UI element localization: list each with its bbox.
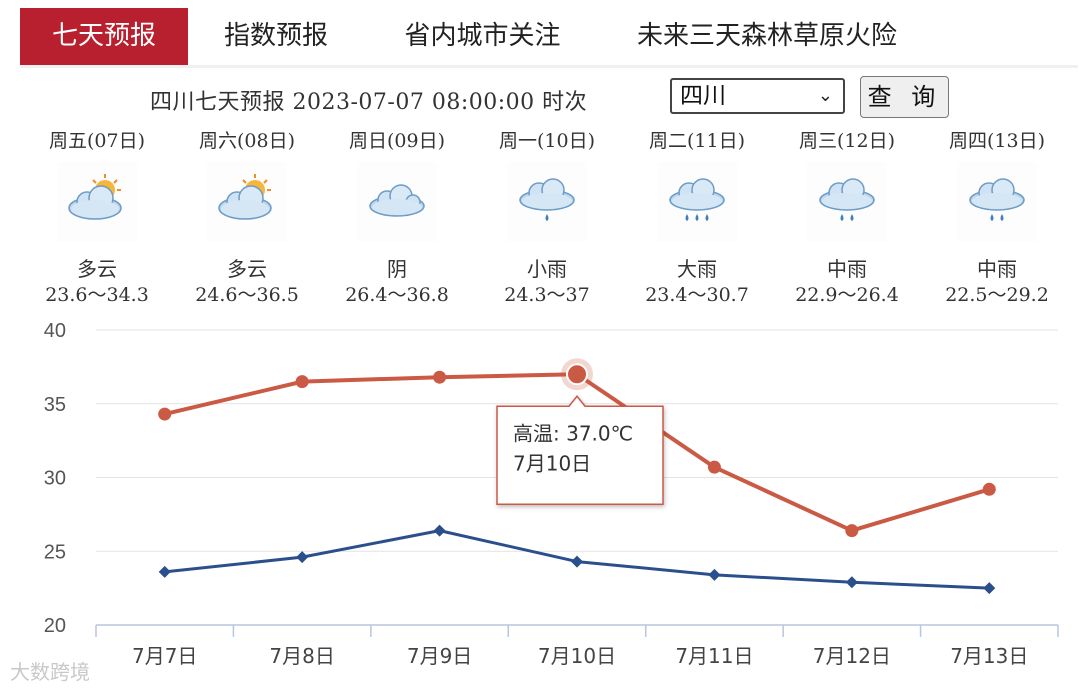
data-point — [708, 568, 721, 581]
day-temp-range: 23.4～30.7 — [645, 284, 749, 306]
tooltip-value: 高温: 37.0℃ — [513, 421, 633, 445]
forecast-heading: 四川七天预报 2023-07-07 08:00:00 时次 — [150, 90, 588, 115]
x-tick-label: 7月12日 — [813, 644, 891, 668]
data-point — [845, 576, 858, 589]
data-point — [433, 370, 447, 384]
data-point — [983, 582, 996, 595]
tab-city-focus[interactable]: 省内城市关注 — [404, 21, 561, 51]
day-condition: 小雨 — [527, 257, 567, 281]
x-tick-label: 7月8日 — [269, 644, 334, 668]
day-temp-range: 22.9～26.4 — [795, 284, 899, 306]
data-point — [433, 524, 446, 537]
day-weekday: 周四(13日) — [948, 130, 1045, 152]
query-bar: 四川七天预报 2023-07-07 08:00:00 时次 四川 ⌄ 查 询 — [0, 76, 1080, 120]
day-weekday: 周三(12日) — [798, 130, 895, 152]
day-condition: 多云 — [227, 257, 267, 281]
data-point — [295, 375, 309, 389]
day-condition: 多云 — [77, 257, 117, 281]
moderate-rain-icon — [807, 162, 887, 242]
tab-bar: 七天预报 指数预报 省内城市关注 未来三天森林草原火险 — [20, 8, 1078, 68]
day-card: 周五(07日) 多云 23.6～34.3 — [22, 126, 172, 312]
heavy-rain-icon — [657, 162, 737, 242]
region-select-value: 四川 — [680, 83, 726, 109]
data-point — [845, 524, 859, 538]
day-condition: 中雨 — [977, 257, 1017, 281]
y-tick-label: 35 — [44, 394, 66, 416]
day-condition: 阴 — [387, 257, 407, 281]
partly-cloudy-icon — [207, 162, 287, 242]
data-point — [296, 551, 309, 564]
x-tick-label: 7月10日 — [538, 644, 616, 668]
day-weekday: 周一(10日) — [498, 130, 595, 152]
tooltip-box — [496, 395, 664, 505]
hover-point — [566, 363, 588, 386]
tooltip-date: 7月10日 — [513, 451, 591, 475]
day-card: 周三(12日) 中雨 22.9～26.4 — [772, 126, 922, 312]
data-point — [707, 460, 721, 474]
query-button[interactable]: 查 询 — [860, 76, 949, 118]
day-temp-range: 24.3～37 — [504, 284, 590, 306]
day-card: 周四(13日) 中雨 22.5～29.2 — [922, 126, 1072, 312]
day-card: 周六(08日) 多云 24.6～36.5 — [172, 126, 322, 312]
chevron-down-icon: ⌄ — [817, 85, 833, 106]
partly-cloudy-icon — [57, 162, 137, 242]
day-weekday: 周二(11日) — [648, 130, 745, 152]
x-tick-label: 7月13日 — [950, 644, 1028, 668]
data-point — [571, 555, 583, 568]
day-weekday: 周六(08日) — [198, 130, 295, 152]
day-temp-range: 26.4～36.8 — [345, 284, 449, 306]
temperature-chart: 20 25 30 35 40 7月7日 7月8日 7月9日 7月10日 7月11日 7月12日 7月1… — [44, 320, 1059, 668]
seven-day-list: 周五(07日) 多云 23.6～34.3 周六(08日) 多云 24.6～36.… — [22, 126, 1080, 312]
y-tick-label: 25 — [44, 541, 66, 563]
y-tick-label: 20 — [44, 615, 66, 637]
day-card: 周二(11日) 大雨 23.4～30.7 — [622, 126, 772, 312]
x-tick-label: 7月7日 — [132, 644, 197, 668]
tab-seven-day-forecast[interactable]: 七天预报 — [20, 8, 188, 65]
day-card: 周日(09日) 阴 26.4～36.8 — [322, 126, 472, 312]
x-tick-label: 7月9日 — [407, 644, 472, 668]
day-temp-range: 22.5～29.2 — [945, 284, 1049, 306]
x-tick-label: 7月11日 — [675, 644, 753, 668]
day-condition: 中雨 — [827, 257, 867, 281]
day-temp-range: 23.6～34.3 — [45, 284, 149, 306]
region-select[interactable]: 四川 ⌄ — [670, 78, 845, 114]
day-temp-range: 24.6～36.5 — [195, 284, 299, 306]
tab-index-forecast[interactable]: 指数预报 — [223, 21, 328, 51]
tab-fire-risk[interactable]: 未来三天森林草原火险 — [636, 21, 897, 51]
data-point — [982, 482, 996, 496]
day-weekday: 周日(09日) — [348, 130, 445, 152]
y-tick-label: 40 — [44, 320, 66, 342]
data-point — [158, 407, 172, 421]
overcast-icon — [357, 162, 437, 242]
data-point — [158, 565, 171, 578]
light-rain-icon — [507, 162, 587, 242]
day-condition: 大雨 — [677, 257, 717, 281]
day-card: 周一(10日) 小雨 24.3～37 — [472, 126, 622, 312]
day-weekday: 周五(07日) — [48, 130, 145, 152]
moderate-rain-icon — [957, 162, 1037, 242]
watermark: 大数跨境 — [10, 660, 90, 684]
y-tick-label: 30 — [44, 468, 66, 490]
